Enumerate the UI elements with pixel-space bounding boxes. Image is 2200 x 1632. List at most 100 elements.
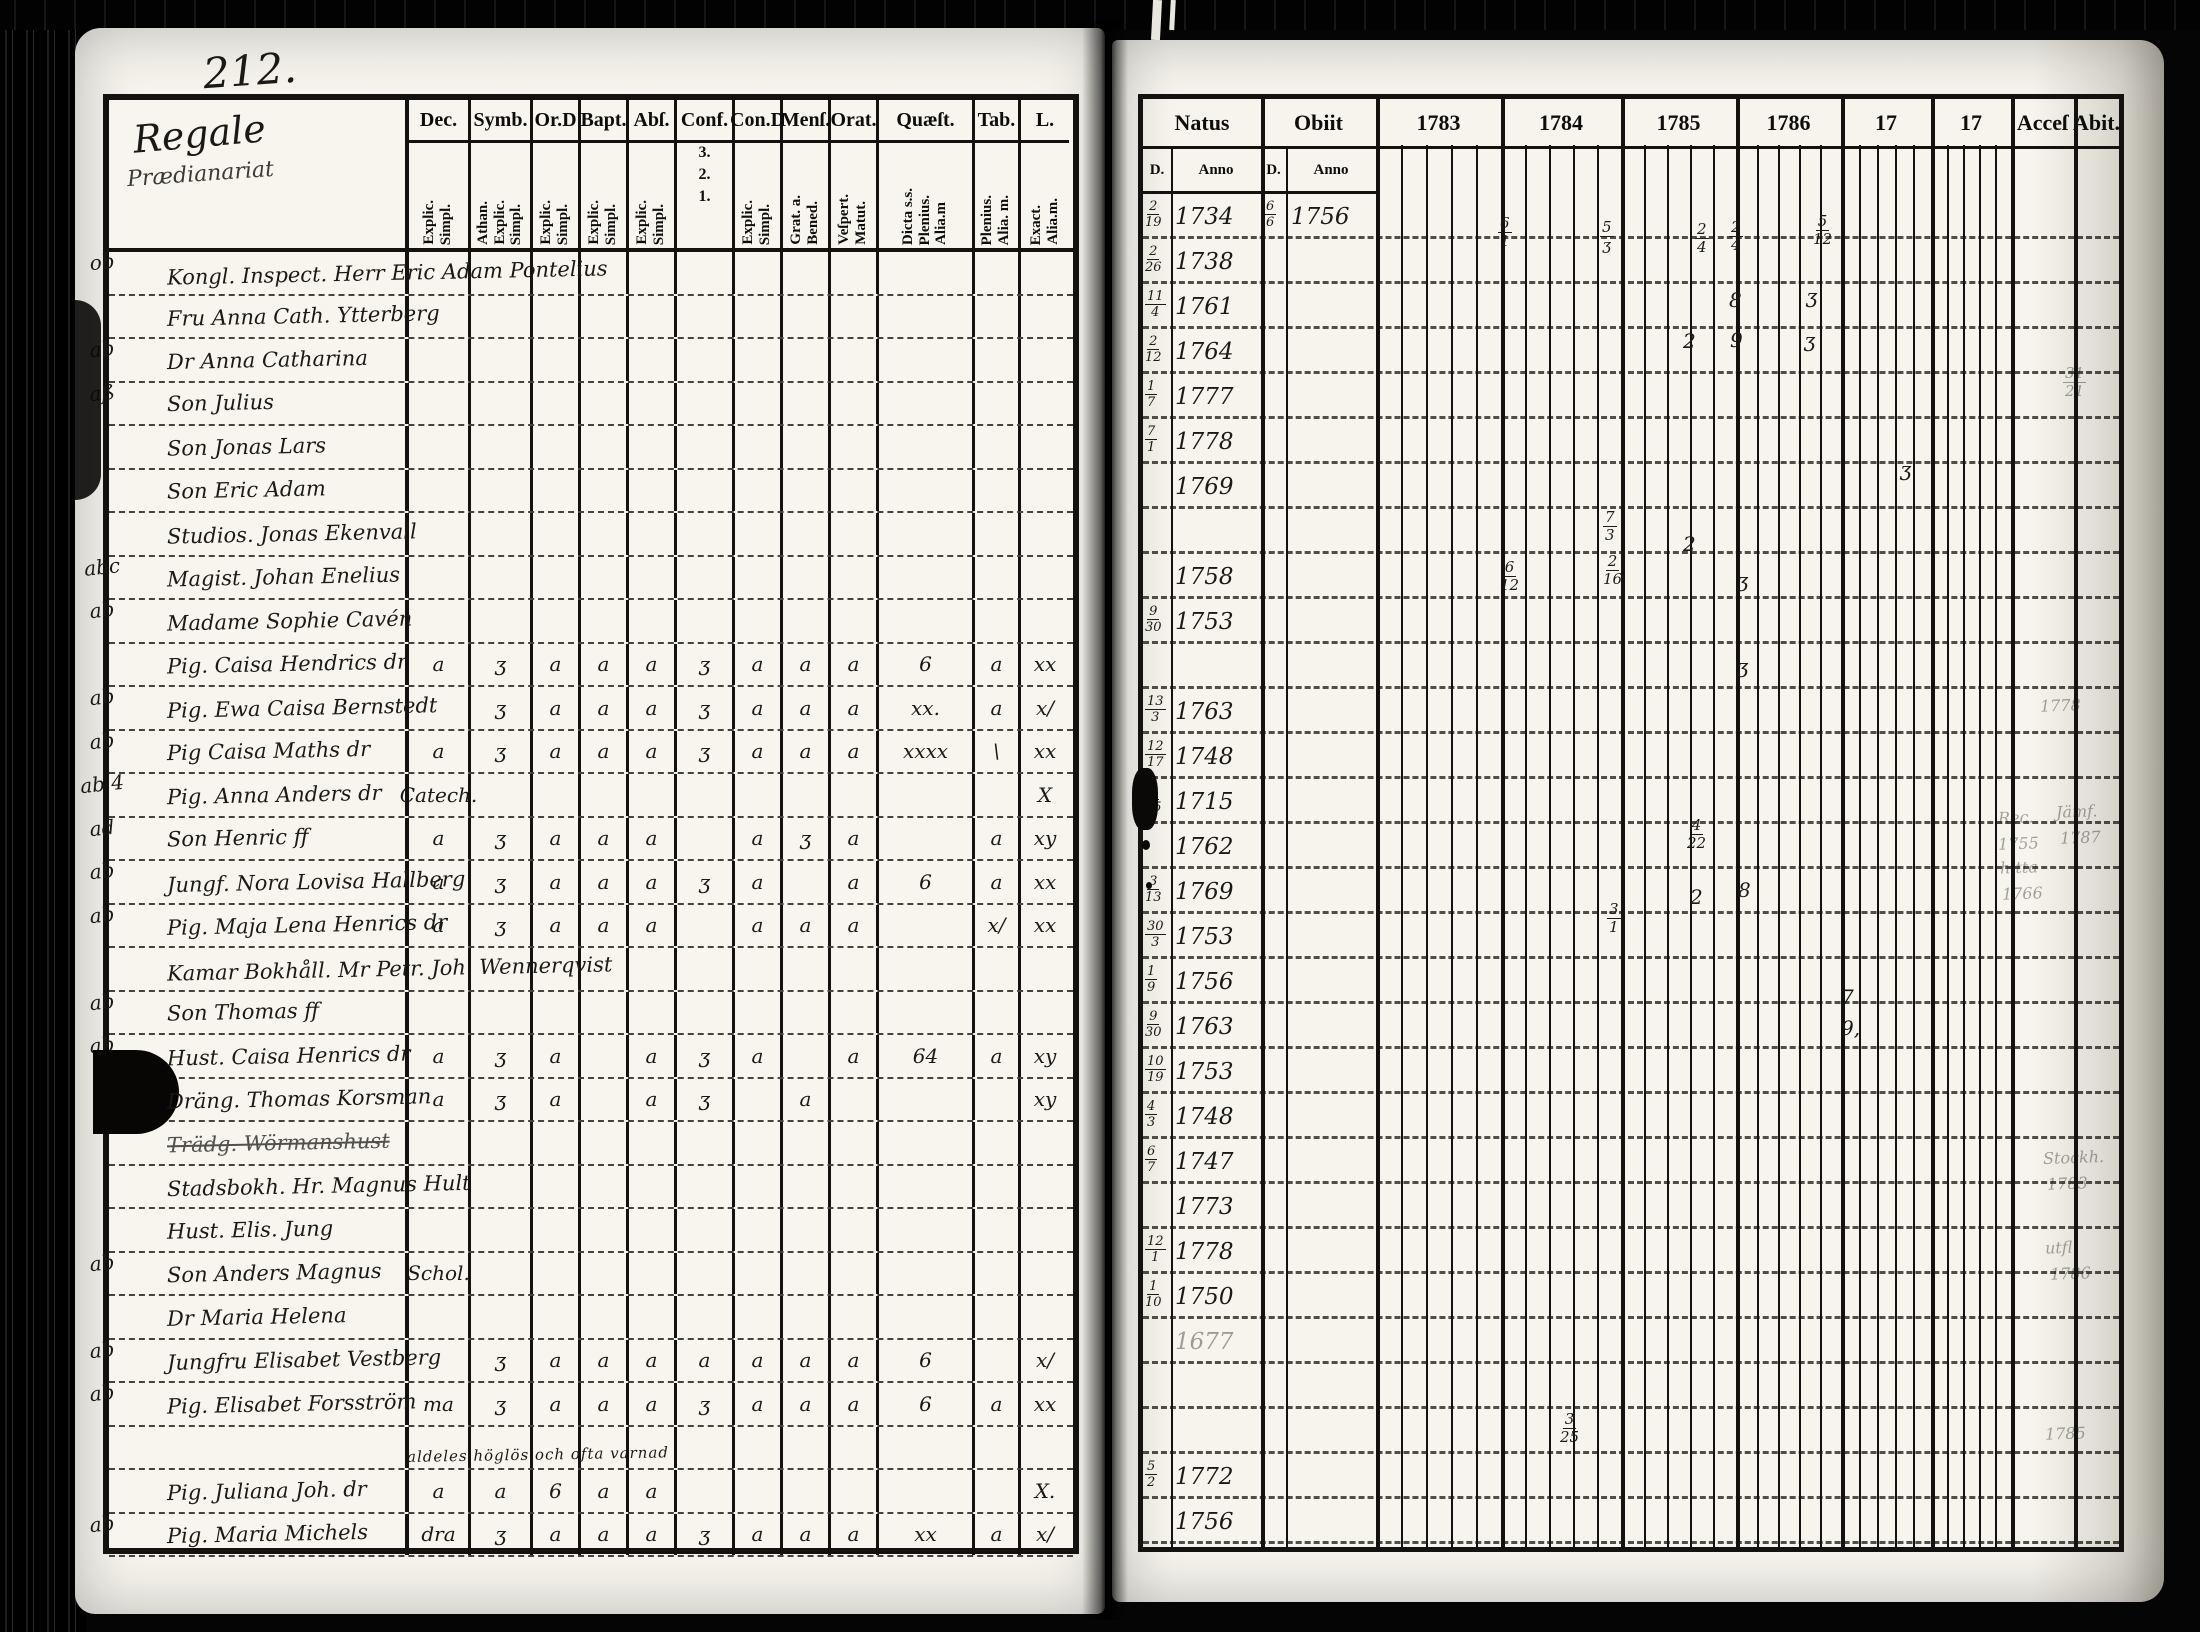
- faded-note: Stockh.: [2042, 1146, 2105, 1169]
- grid-vline: [2011, 99, 2015, 1547]
- mark-cell: ʒ: [471, 730, 533, 772]
- frac-den: 3: [1151, 710, 1160, 725]
- frac-num: 5: [1600, 218, 1614, 237]
- mark-cell: [581, 1209, 629, 1251]
- natus-day: 3 13: [1145, 875, 1162, 904]
- ink-spot: [1142, 840, 1150, 850]
- subheader-obiit-d: D.: [1261, 149, 1286, 194]
- mark-cell: ʒ: [783, 817, 831, 859]
- mark-cell: [581, 1426, 629, 1468]
- register-row: Kongl. Inspect. Herr Eric Adam Pontelius: [109, 252, 1073, 296]
- faded-note: 1778: [2039, 695, 2082, 716]
- mark-cell: [879, 295, 975, 337]
- person-name: Dr Maria Helena: [109, 1296, 409, 1338]
- register-row: Pig. Anna Anders dr Catech. X: [109, 774, 1073, 818]
- mark-cell: a: [409, 730, 471, 772]
- mark-cell: [735, 774, 783, 816]
- mark-cell: a: [581, 1339, 629, 1381]
- mark-cell: ʒ: [471, 861, 533, 903]
- grid-vline: [1979, 145, 1981, 1547]
- mark-cell: a: [831, 861, 879, 903]
- grid-header: Natus Obiit 1783 1784 1785 1786 17 17 Acceſ Abit.: [1143, 99, 2120, 149]
- mark-cell: [879, 1252, 975, 1294]
- mark-cell: a: [533, 1513, 581, 1555]
- sublabel-word: Explic.: [538, 200, 555, 245]
- mark-cell: a: [783, 730, 831, 772]
- frac-den: 1: [1151, 1250, 1160, 1265]
- grid-vline: [1525, 145, 1527, 1547]
- register-row: Hust. Elis. Jung: [109, 1209, 1073, 1253]
- mark-cell: [783, 295, 831, 337]
- natus-year: 1778: [1175, 1239, 1234, 1265]
- natus-year: 1763: [1175, 699, 1234, 725]
- natus-day: 2 19: [1145, 200, 1162, 229]
- attendance-mark: ʒ: [1737, 568, 1749, 592]
- mark-cell: [409, 1165, 471, 1207]
- mark-cell: [975, 991, 1021, 1033]
- grid-vline: [1476, 145, 1478, 1547]
- sublabel-word: Explic.: [491, 200, 508, 245]
- frac-num: 2: [1729, 218, 1743, 237]
- mark-cell: a: [581, 687, 629, 729]
- frac-num: 7: [1603, 508, 1617, 527]
- mark-cell: a: [629, 730, 677, 772]
- frac-num: 2: [1695, 220, 1709, 239]
- person-name: Kongl. Inspect. Herr Eric Adam Pontelius: [109, 252, 608, 294]
- binding-tape: [1150, 0, 1163, 41]
- register-subtitle: Prædianariat: [126, 156, 275, 193]
- natus-day: 9 30: [1145, 1010, 1162, 1039]
- grid-vline: [1621, 99, 1625, 1547]
- left-page: 212. Regale Prædianariat Dec. Explic. Simp…: [75, 28, 1105, 1614]
- mark-cell: ʒ: [677, 1078, 735, 1120]
- grid-vline: [1644, 145, 1646, 1547]
- mark-cell: [581, 1035, 629, 1077]
- sublabel-word: Simpl.: [438, 203, 454, 245]
- mark-cell: a: [629, 1339, 677, 1381]
- mark-cell: [677, 1426, 735, 1468]
- mark-cell: xy: [1033, 1043, 1057, 1068]
- mark-cell: [975, 513, 1021, 555]
- mark-cell: Schol.: [407, 1252, 471, 1294]
- mark-cell: [471, 948, 533, 990]
- register-row: Dräng. Thomas Korsman a ʒ a a ʒ a xy: [109, 1078, 1073, 1122]
- header-natus: Natus: [1143, 99, 1261, 149]
- mark-cell: [581, 774, 629, 816]
- page-number: 212.: [201, 42, 299, 99]
- faded-note: 1766: [2001, 883, 2044, 904]
- mark-cell: [975, 556, 1021, 598]
- mark-cell: [879, 774, 975, 816]
- mark-cell: [735, 1426, 783, 1468]
- mark-cell: [677, 1165, 735, 1207]
- mark-cell: ʒ: [471, 817, 533, 859]
- mark-cell: a: [629, 904, 677, 946]
- attendance-mark: ʒ: [1804, 328, 1816, 352]
- mark-cell: [735, 556, 783, 598]
- mark-cell: a: [975, 817, 1021, 859]
- grid-row: [1143, 1454, 2119, 1499]
- mark-cell: a: [831, 730, 879, 772]
- mark-cell: [783, 948, 831, 990]
- mark-cell: [831, 556, 879, 598]
- mark-cell: a: [409, 643, 471, 685]
- grid-vline: [1931, 99, 1935, 1547]
- frac-den: 4: [1151, 305, 1160, 320]
- natus-year: 1778: [1175, 429, 1234, 455]
- mark-cell: a: [629, 1513, 677, 1555]
- mark-cell: a: [735, 1035, 783, 1077]
- mark-cell: [533, 1209, 581, 1251]
- column-header-l: L. Exact. Alia.m.: [1021, 100, 1069, 248]
- mark-cell: [975, 382, 1021, 424]
- frac-den: 19: [1147, 1070, 1164, 1085]
- frac-num: 10: [1145, 1054, 1166, 1070]
- mark-cell: a: [735, 1383, 783, 1425]
- mark-cell: [783, 426, 831, 468]
- mark-cell: [975, 1252, 1021, 1294]
- person-name: [109, 1426, 409, 1468]
- person-name: Jungf. Nora Lovisa Hallberg: [109, 861, 466, 903]
- person-name-text: Pig. Anna Anders dr: [166, 780, 382, 809]
- frac-num: 1: [1145, 964, 1158, 980]
- mark-cell: [409, 513, 471, 555]
- faded-note: Rec.: [1997, 807, 2034, 828]
